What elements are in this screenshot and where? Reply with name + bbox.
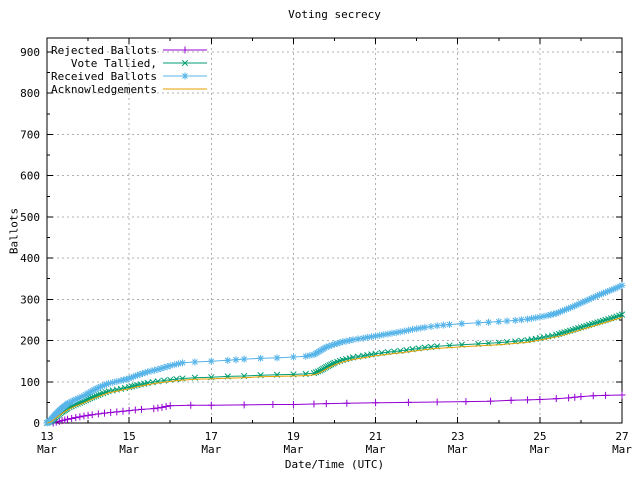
y-axis-label: Ballots [7, 207, 21, 255]
x-tick-label-month: Mar [119, 443, 139, 456]
y-tick-label: 500 [20, 211, 40, 224]
x-tick-label-day: 23 [451, 430, 464, 443]
series-markers [43, 281, 626, 427]
series-received-ballots [43, 281, 626, 427]
legend-entry-vote-tallied: Vote Tallied, [71, 57, 207, 70]
chart-title: Voting secrecy [288, 8, 381, 21]
x-tick-label-month: Mar [283, 443, 303, 456]
x-tick-label-day: 19 [287, 430, 300, 443]
x-tick-label-month: Mar [366, 443, 386, 456]
legend-label: Received Ballots [51, 70, 157, 83]
y-tick-label: 700 [20, 128, 40, 141]
y-tick-label: 400 [20, 252, 40, 265]
x-tick-label-month: Mar [612, 443, 632, 456]
series-rejected-ballots [49, 391, 626, 427]
x-tick-label-day: 17 [205, 430, 218, 443]
x-tick-label-day: 27 [615, 430, 628, 443]
legend-marker [181, 59, 189, 67]
legend-marker [181, 46, 189, 54]
y-tick-label: 100 [20, 376, 40, 389]
series-line [46, 317, 623, 424]
x-tick-label-day: 21 [369, 430, 382, 443]
y-tick-labels: 0 100 200 300 400 500 600 700 800 900 [20, 46, 40, 430]
y-tick-label: 900 [20, 46, 40, 59]
legend-entry-received-ballots: Received Ballots [51, 70, 207, 83]
y-tick-label: 600 [20, 170, 40, 183]
x-tick-label-month: Mar [201, 443, 221, 456]
series-line [46, 284, 623, 424]
legend-label: Vote Tallied, [71, 57, 157, 70]
x-tick-label-day: 13 [40, 430, 53, 443]
x-tick-label-day: 15 [123, 430, 136, 443]
series-markers [43, 311, 626, 427]
axes [46, 37, 623, 424]
x-tick-label-month: Mar [37, 443, 57, 456]
x-axis-label: Date/Time (UTC) [284, 458, 385, 471]
legend-entry-rejected-ballots: Rejected Ballots [51, 44, 207, 57]
series-line [46, 314, 623, 424]
x-tick-label-day: 25 [533, 430, 546, 443]
legend-label: Acknowledgements [51, 83, 157, 96]
series-vote-tallied [43, 311, 626, 427]
x-tick-label-month: Mar [448, 443, 468, 456]
x-tick-label-month: Mar [530, 443, 550, 456]
series-acknowledgements [46, 317, 623, 424]
y-tick-label: 200 [20, 335, 40, 348]
gridlines [47, 38, 622, 423]
legend-marker [181, 72, 189, 80]
series-markers [49, 391, 626, 427]
legend-entry-acknowledgements: Acknowledgements [51, 83, 207, 96]
y-tick-label: 300 [20, 293, 40, 306]
legend-label: Rejected Ballots [51, 44, 157, 57]
y-tick-label: 800 [20, 87, 40, 100]
y-tick-label: 0 [33, 417, 40, 430]
